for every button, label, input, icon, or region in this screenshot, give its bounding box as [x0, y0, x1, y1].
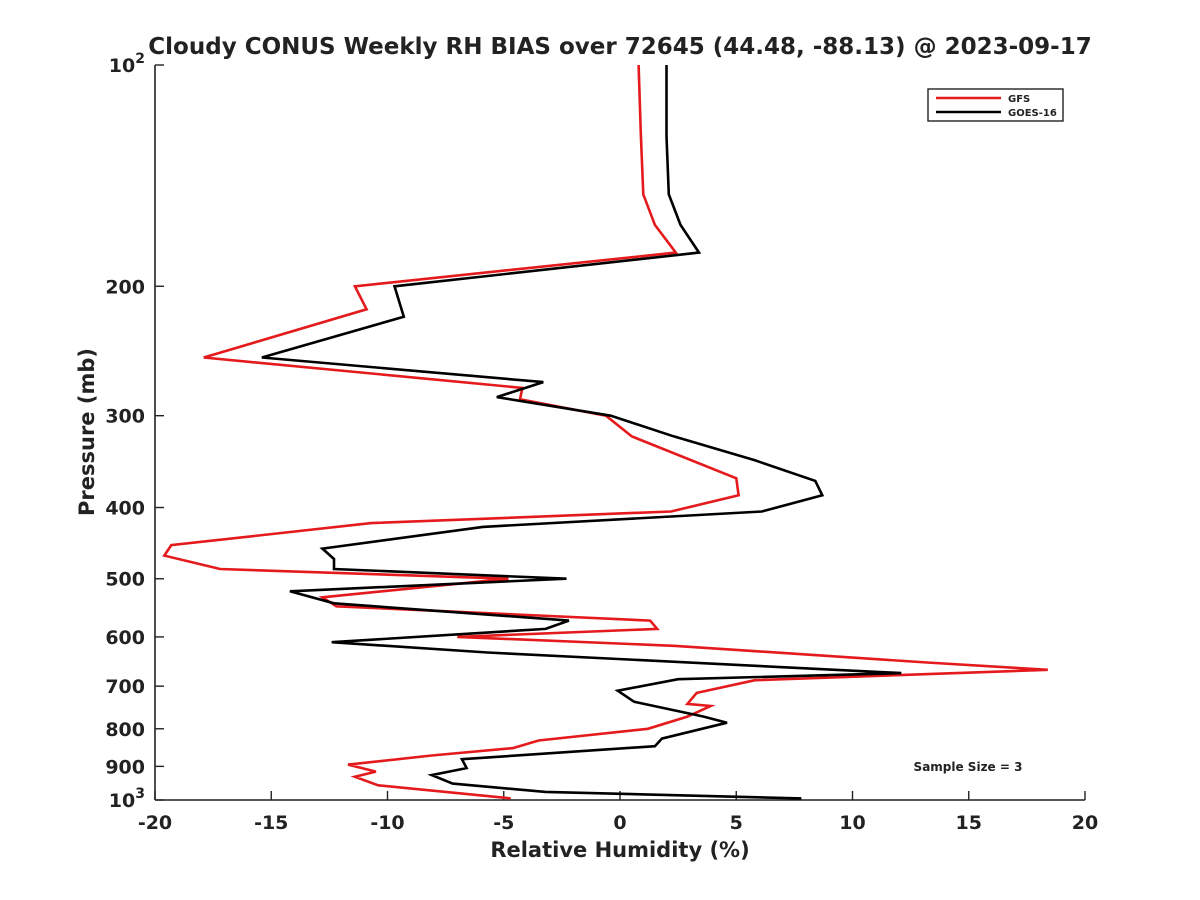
- y-tick-label: 300: [105, 406, 145, 428]
- y-tick-label: 400: [105, 498, 145, 520]
- sample-size-annotation: Sample Size = 3: [914, 760, 1023, 774]
- y-tick-label: 200: [105, 276, 145, 298]
- y-tick-label: 900: [105, 756, 145, 778]
- x-tick-label: -20: [138, 812, 172, 834]
- x-tick-label: 10: [839, 812, 865, 834]
- y-tick-label: 700: [105, 676, 145, 698]
- y-tick-label: 500: [105, 569, 145, 591]
- x-tick-label: 5: [730, 812, 743, 834]
- y-tick-label: 103: [109, 786, 145, 812]
- series-line-goes-16: [261, 65, 902, 800]
- plot-area: -20 -15 -10 -5 0 5 10 15 20 102 200 300 400 500 600 700…: [105, 51, 1098, 834]
- y-tick-label: 102: [109, 51, 145, 77]
- legend-box: [927, 88, 1064, 122]
- y-tick-label: 600: [105, 627, 145, 649]
- legend-label-goes-16: GOES-16: [1008, 108, 1057, 119]
- x-tick-label: -10: [370, 812, 404, 834]
- y-axis-label: Pressure (mb): [75, 348, 99, 516]
- series-line-gfs: [162, 65, 1048, 800]
- legend: GFS GOES-16: [927, 88, 1064, 122]
- chart-title: Cloudy CONUS Weekly RH BIAS over 72645 (…: [148, 34, 1091, 60]
- x-tick-label: 15: [956, 812, 982, 834]
- x-tick-label: -15: [254, 812, 288, 834]
- x-tick-label: 0: [613, 812, 626, 834]
- x-axis-label: Relative Humidity (%): [490, 838, 749, 862]
- legend-label-gfs: GFS: [1008, 94, 1030, 105]
- y-tick-label: 800: [105, 719, 145, 741]
- x-tick-label: -5: [493, 812, 514, 834]
- x-tick-label: 20: [1072, 812, 1098, 834]
